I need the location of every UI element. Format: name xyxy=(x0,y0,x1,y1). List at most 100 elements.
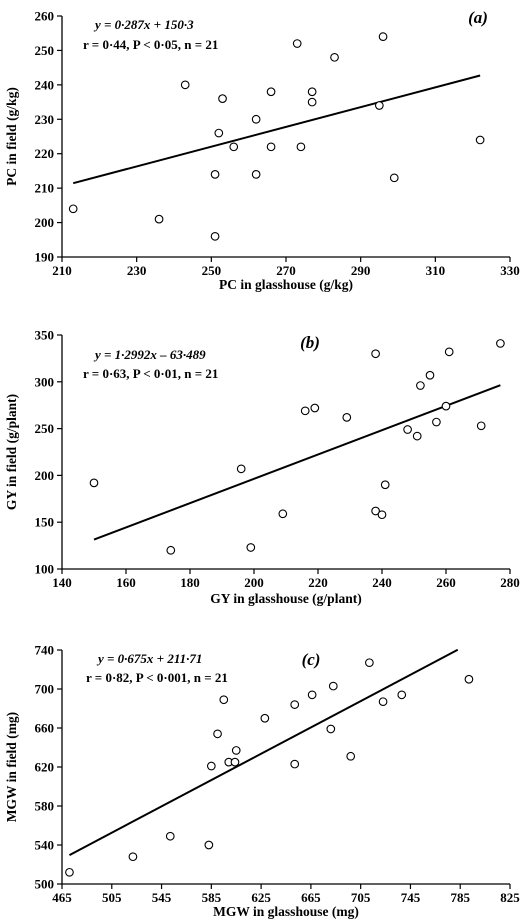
data-point xyxy=(307,87,317,97)
data-point xyxy=(290,759,300,769)
data-point xyxy=(380,480,390,490)
data-point xyxy=(412,431,422,441)
data-point xyxy=(432,417,441,427)
y-tick-label: 580 xyxy=(35,799,55,814)
y-tick-label: 540 xyxy=(35,838,55,853)
y-tick-label: 260 xyxy=(35,9,55,24)
x-tick-label: 240 xyxy=(372,575,392,590)
y-axis-title: PC in field (g/kg) xyxy=(4,87,19,186)
x-tick-label: 290 xyxy=(351,263,371,278)
data-point xyxy=(213,729,222,739)
data-point xyxy=(496,339,505,348)
data-point xyxy=(219,695,229,705)
x-axis-title: PC in glasshouse (g/kg) xyxy=(219,277,353,292)
x-tick-label: 180 xyxy=(180,575,200,590)
data-point xyxy=(326,724,336,734)
x-tick-label: 825 xyxy=(500,890,520,905)
x-tick-label: 220 xyxy=(308,575,328,590)
axis-lines xyxy=(61,650,510,885)
panel-label: (c) xyxy=(302,650,321,669)
x-axis-title: GY in glasshouse (g/plant) xyxy=(210,591,361,606)
y-tick-label: 300 xyxy=(35,374,55,389)
data-point xyxy=(371,506,380,516)
data-point xyxy=(377,510,387,520)
x-tick-label: 160 xyxy=(116,575,136,590)
x-tick-label: 250 xyxy=(202,263,222,278)
data-point xyxy=(307,690,317,700)
x-tick-label: 230 xyxy=(127,263,147,278)
data-point xyxy=(210,170,220,179)
data-point xyxy=(378,697,388,707)
regression-line xyxy=(68,648,459,856)
data-point xyxy=(180,80,190,90)
regression-line xyxy=(72,74,481,185)
data-point xyxy=(128,852,138,862)
x-axis-title: MGW in glasshouse (mg) xyxy=(213,904,359,919)
y-tick-label: 100 xyxy=(35,562,55,577)
x-tick-label: 260 xyxy=(436,575,456,590)
data-point xyxy=(89,478,99,488)
y-tick-label: 350 xyxy=(35,328,55,343)
y-tick-label: 210 xyxy=(35,181,55,196)
data-point xyxy=(204,840,214,850)
y-tick-label: 700 xyxy=(35,682,55,697)
data-point xyxy=(165,831,175,841)
axis-lines xyxy=(61,16,510,258)
x-tick-label: 310 xyxy=(426,263,446,278)
data-point xyxy=(166,545,176,555)
y-tick-label: 230 xyxy=(35,112,55,127)
data-point xyxy=(210,231,220,241)
x-tick-label: 785 xyxy=(450,890,470,905)
data-point xyxy=(246,543,256,552)
y-tick-label: 740 xyxy=(35,643,55,658)
data-point xyxy=(330,52,339,62)
data-point xyxy=(296,142,306,152)
x-tick-label: 585 xyxy=(202,890,222,905)
x-tick-label: 625 xyxy=(251,890,271,905)
data-point xyxy=(425,370,435,380)
data-point xyxy=(229,142,239,152)
data-point xyxy=(307,97,317,107)
data-point xyxy=(475,135,485,145)
x-tick-label: 665 xyxy=(301,890,321,905)
data-point xyxy=(65,867,74,877)
y-tick-label: 240 xyxy=(35,77,55,92)
x-tick-label: 505 xyxy=(102,890,122,905)
data-point xyxy=(300,406,310,416)
data-point xyxy=(231,746,241,755)
data-point xyxy=(236,464,246,474)
data-point xyxy=(389,173,399,183)
data-point xyxy=(230,757,240,767)
data-point xyxy=(266,87,276,97)
regression-line xyxy=(93,384,501,541)
regression-statistics: r = 0·44, P < 0·05, n = 21 xyxy=(83,37,218,52)
x-tick-label: 200 xyxy=(244,575,264,590)
data-point xyxy=(464,674,474,684)
regression-equation: y = 0·675x + 211·71 xyxy=(96,651,202,666)
data-point xyxy=(310,403,320,413)
data-point xyxy=(328,681,338,691)
y-tick-label: 500 xyxy=(35,877,55,892)
y-tick-label: 220 xyxy=(35,146,55,161)
data-point xyxy=(371,349,380,359)
data-point xyxy=(278,509,288,519)
y-tick-label: 190 xyxy=(35,250,55,265)
y-tick-label: 620 xyxy=(35,760,55,775)
x-tick-label: 210 xyxy=(52,263,72,278)
x-tick-label: 545 xyxy=(152,890,172,905)
regression-statistics: r = 0·63, P < 0·01, n = 21 xyxy=(83,366,218,381)
data-point xyxy=(266,142,276,152)
x-tick-label: 330 xyxy=(500,263,520,278)
x-tick-label: 465 xyxy=(52,890,72,905)
data-point xyxy=(154,214,164,224)
data-point xyxy=(290,700,300,709)
data-point xyxy=(444,347,454,357)
panel-label: (a) xyxy=(468,8,488,27)
data-point xyxy=(441,401,451,411)
chart-panel-3: 465 505 545 585 625 665 705 745 785 825 500 540 580 6… xyxy=(4,643,520,920)
data-point xyxy=(214,128,224,138)
data-point xyxy=(365,658,374,668)
y-tick-label: 250 xyxy=(35,421,55,436)
x-tick-label: 705 xyxy=(351,890,371,905)
data-point xyxy=(342,413,352,422)
